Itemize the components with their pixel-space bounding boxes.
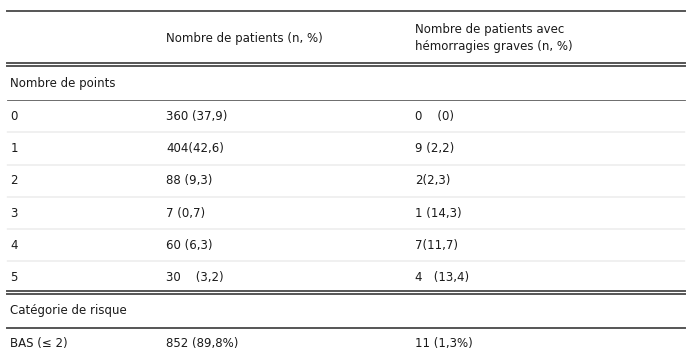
Text: 30    (3,2): 30 (3,2) xyxy=(166,271,224,284)
Text: 0    (0): 0 (0) xyxy=(415,110,454,123)
Text: Nombre de patients avec
hémorragies graves (n, %): Nombre de patients avec hémorragies grav… xyxy=(415,24,573,53)
Text: 360 (37,9): 360 (37,9) xyxy=(166,110,228,123)
Text: 3: 3 xyxy=(10,207,18,219)
Text: 404(42,6): 404(42,6) xyxy=(166,142,224,155)
Text: 11 (1,3%): 11 (1,3%) xyxy=(415,337,473,350)
Text: 0: 0 xyxy=(10,110,18,123)
Text: 1 (14,3): 1 (14,3) xyxy=(415,207,462,219)
Text: 2: 2 xyxy=(10,174,18,187)
Text: 5: 5 xyxy=(10,271,18,284)
Text: 9 (2,2): 9 (2,2) xyxy=(415,142,455,155)
Text: Nombre de patients (n, %): Nombre de patients (n, %) xyxy=(166,32,323,45)
Text: 88 (9,3): 88 (9,3) xyxy=(166,174,212,187)
Text: 7 (0,7): 7 (0,7) xyxy=(166,207,206,219)
Text: 60 (6,3): 60 (6,3) xyxy=(166,239,212,252)
Text: Catégorie de risque: Catégorie de risque xyxy=(10,304,127,317)
Text: 1: 1 xyxy=(10,142,18,155)
Text: 2(2,3): 2(2,3) xyxy=(415,174,450,187)
Text: 7(11,7): 7(11,7) xyxy=(415,239,458,252)
Text: 852 (89,8%): 852 (89,8%) xyxy=(166,337,239,350)
Text: Nombre de points: Nombre de points xyxy=(10,77,116,90)
Text: 4: 4 xyxy=(10,239,18,252)
Text: BAS (≤ 2): BAS (≤ 2) xyxy=(10,337,68,350)
Text: 4   (13,4): 4 (13,4) xyxy=(415,271,469,284)
